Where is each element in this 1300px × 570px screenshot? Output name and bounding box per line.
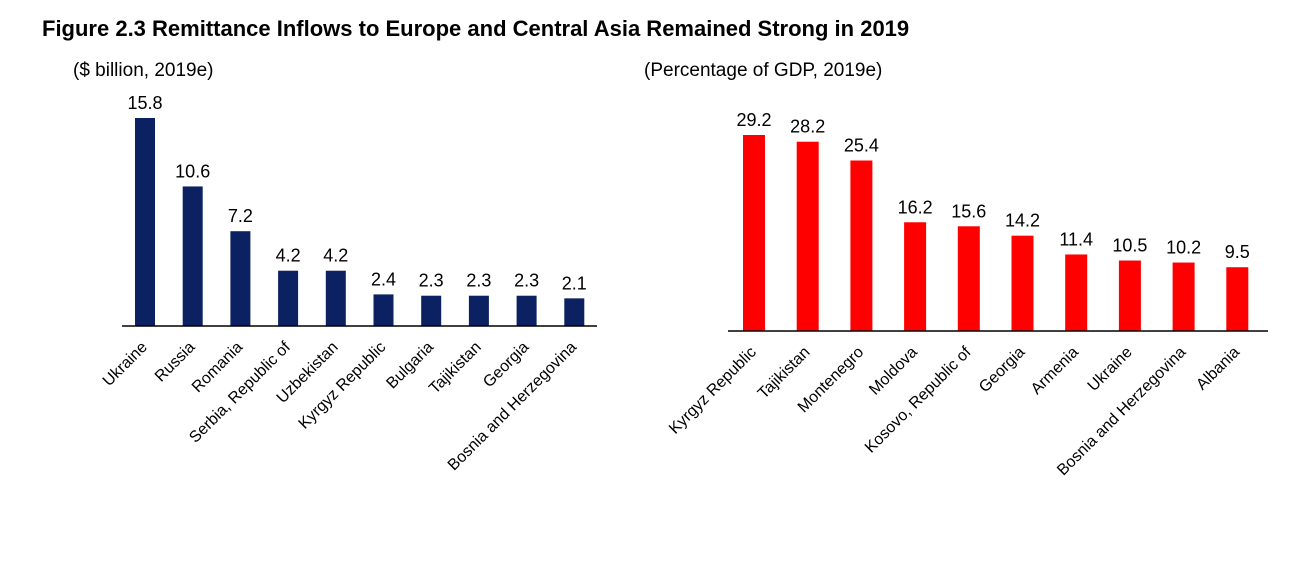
- bar-2: [796, 141, 819, 331]
- left-chart-subtitle: ($ billion, 2019e): [73, 60, 214, 81]
- bar-6: [1011, 235, 1034, 331]
- data-label-9: 2.3: [514, 271, 539, 291]
- bar-8: [1118, 260, 1141, 331]
- bar-4: [278, 270, 299, 326]
- bar-8: [468, 295, 489, 326]
- data-label-4: 16.2: [898, 197, 933, 217]
- bar-10: [1226, 267, 1249, 331]
- bar-10: [564, 298, 585, 326]
- category-label-8: Ukraine: [1085, 344, 1136, 395]
- data-label-2: 10.6: [175, 161, 210, 181]
- data-label-3: 25.4: [844, 136, 879, 156]
- figure-title: Figure 2.3 Remittance Inflows to Europe …: [42, 16, 910, 41]
- bar-9: [1172, 262, 1195, 331]
- data-label-7: 11.4: [1059, 229, 1093, 249]
- data-label-5: 4.2: [323, 246, 348, 266]
- bar-3: [230, 231, 251, 326]
- category-label-7: Armenia: [1028, 344, 1082, 398]
- data-label-10: 2.1: [562, 273, 587, 293]
- data-label-8: 10.5: [1112, 236, 1147, 256]
- data-label-7: 2.3: [419, 271, 444, 291]
- bar-1: [135, 118, 155, 326]
- bar-7: [421, 295, 442, 326]
- data-label-8: 2.3: [466, 271, 491, 291]
- data-label-1: 15.8: [127, 93, 162, 113]
- category-label-4: Moldova: [866, 344, 921, 399]
- data-label-10: 9.5: [1225, 242, 1250, 262]
- data-label-4: 4.2: [276, 246, 301, 266]
- bar-2: [182, 186, 203, 326]
- category-label-10: Albania: [1193, 344, 1243, 394]
- bar-4: [904, 222, 927, 331]
- data-label-6: 2.4: [371, 269, 396, 289]
- bar-5: [325, 270, 346, 326]
- bar-9: [516, 295, 537, 326]
- data-label-6: 14.2: [1005, 211, 1040, 231]
- data-label-1: 29.2: [736, 110, 771, 130]
- data-label-2: 28.2: [790, 117, 825, 137]
- category-label-1: Kyrgyz Republic: [666, 344, 760, 438]
- bar-1: [743, 135, 765, 331]
- data-label-3: 7.2: [228, 206, 253, 226]
- bar-3: [850, 160, 873, 331]
- bar-5: [957, 226, 980, 331]
- bar-6: [373, 294, 394, 326]
- data-label-5: 15.6: [951, 201, 986, 221]
- category-label-5: Kosovo, Republic of: [862, 343, 975, 456]
- bar-7: [1065, 254, 1088, 331]
- right-chart-subtitle: (Percentage of GDP, 2019e): [644, 60, 883, 81]
- category-label-6: Georgia: [976, 344, 1028, 396]
- data-label-9: 10.2: [1166, 238, 1201, 258]
